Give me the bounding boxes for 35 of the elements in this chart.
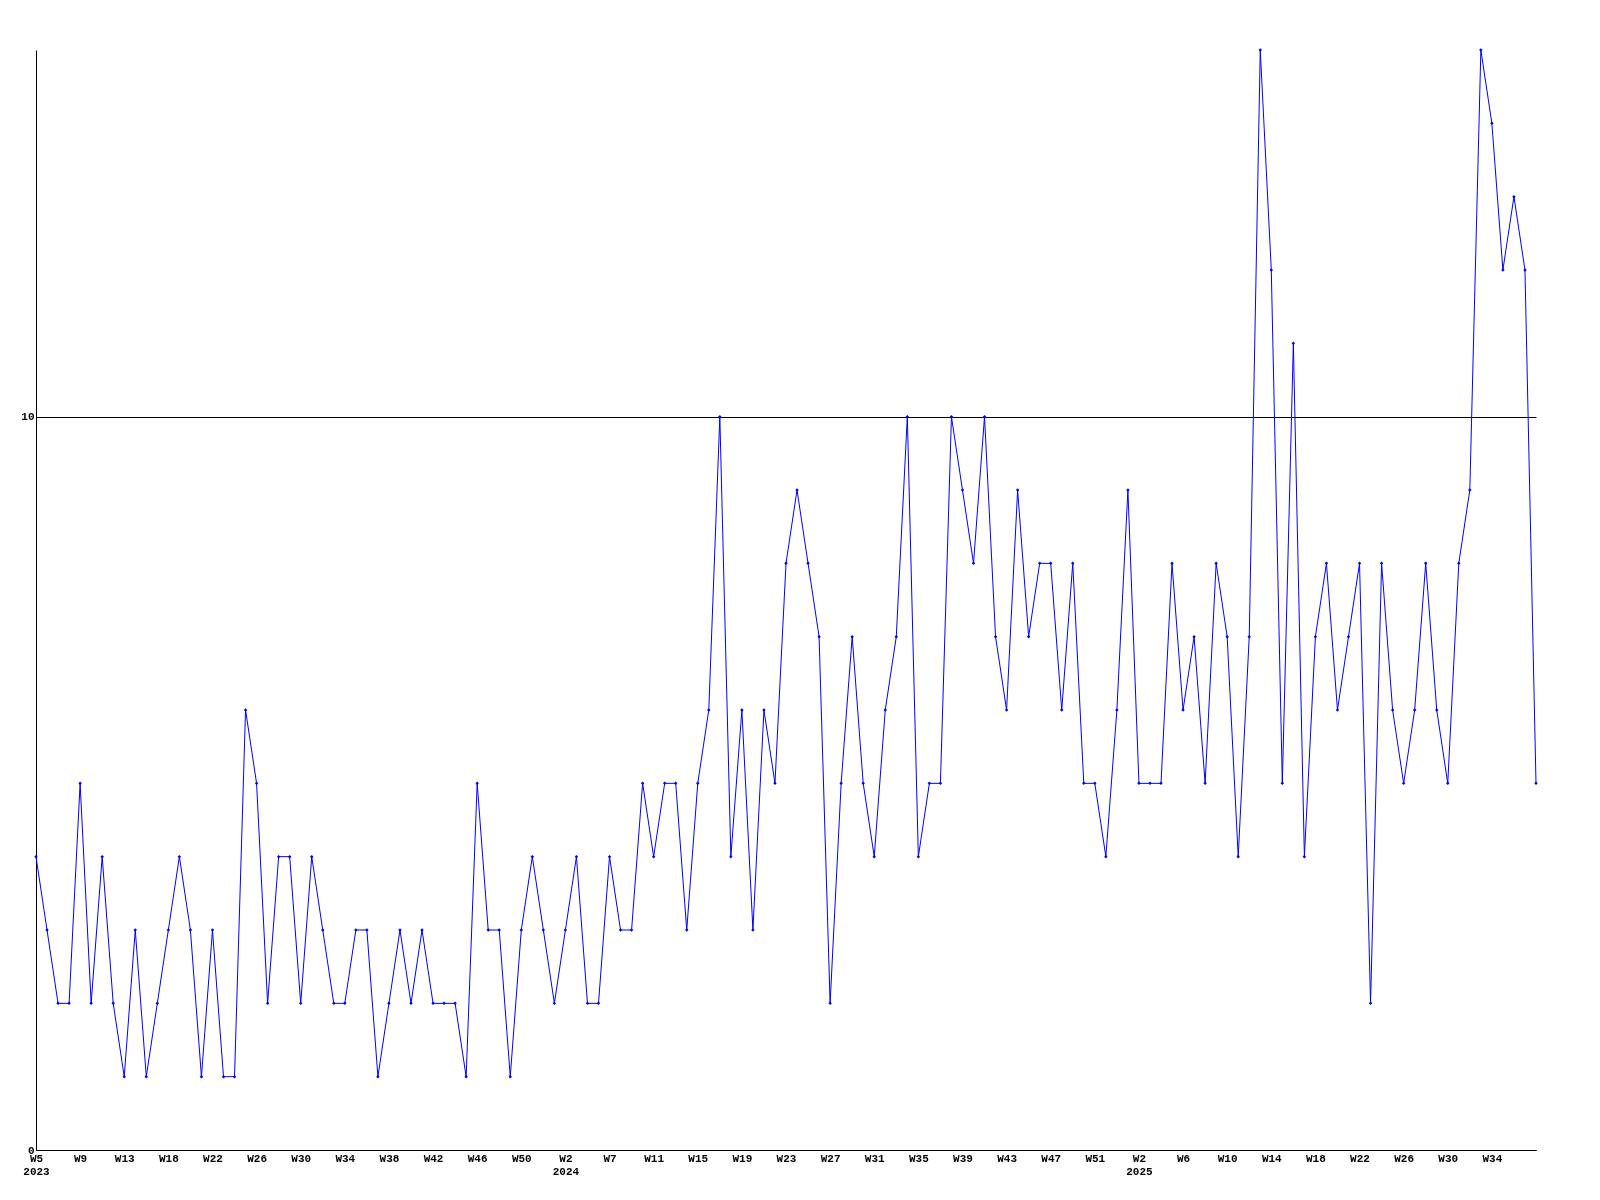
x-tick-label: W47 — [1041, 1152, 1062, 1165]
x-tick-label: W30 — [291, 1152, 312, 1165]
x-tick-label: W27 — [820, 1152, 841, 1165]
x-tick-label: W11 — [644, 1152, 665, 1165]
x-tick-label: W39 — [953, 1152, 973, 1165]
x-tick-label: W23 — [776, 1152, 797, 1165]
x-tick-label: W50 — [511, 1152, 532, 1165]
x-tick-label: W18 — [1306, 1152, 1327, 1165]
x-tick-label: W34 — [335, 1152, 356, 1165]
x-tick-label: W43 — [997, 1152, 1018, 1165]
x-tick-label: W5 2023 — [23, 1152, 51, 1178]
x-tick-label: W38 — [379, 1152, 400, 1165]
x-tick-label: W22 — [203, 1152, 223, 1165]
x-tick-label: W26 — [1394, 1152, 1415, 1165]
x-tick-label: W10 — [1217, 1152, 1238, 1165]
x-tick-label: W19 — [732, 1152, 753, 1165]
x-tick-label: W31 — [864, 1152, 886, 1165]
x-tick-label: W2 2025 — [1126, 1152, 1154, 1178]
x-tick-label: W42 — [423, 1152, 444, 1165]
x-tick-label: W22 — [1350, 1152, 1370, 1165]
x-tick-label: W9 — [74, 1152, 88, 1165]
x-tick-label: W51 — [1085, 1152, 1106, 1165]
x-tick-label: W15 — [688, 1152, 709, 1165]
x-tick-label: W14 — [1261, 1152, 1283, 1165]
x-tick-label: W34 — [1482, 1152, 1503, 1165]
x-tick-label: W2 2024 — [552, 1152, 580, 1178]
x-tick-label: W13 — [114, 1152, 136, 1165]
x-tick-label: W46 — [467, 1152, 488, 1165]
x-tick-label: W30 — [1438, 1152, 1459, 1165]
x-tick-label: W6 — [1176, 1152, 1191, 1165]
y-tick-label: 10 — [21, 411, 35, 424]
x-tick-label: W35 — [908, 1152, 930, 1165]
x-tick-label: W7 — [603, 1152, 617, 1165]
x-tick-label: W26 — [247, 1152, 267, 1165]
x-tick-label: W18 — [158, 1152, 180, 1165]
